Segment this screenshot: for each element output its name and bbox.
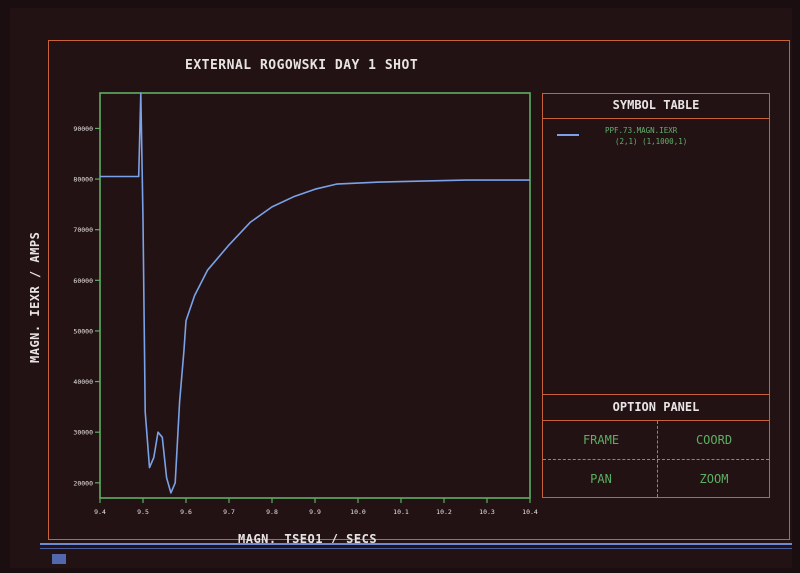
divider xyxy=(543,420,769,421)
x-tick-label: 10.3 xyxy=(479,508,495,516)
y-tick-label: 80000 xyxy=(73,176,93,184)
x-tick-label: 10.1 xyxy=(393,508,409,516)
x-tick-label: 9.7 xyxy=(223,508,235,516)
legend-swatch xyxy=(557,134,579,136)
frame-button[interactable]: FRAME xyxy=(582,433,620,447)
x-tick-label: 9.6 xyxy=(180,508,192,516)
divider xyxy=(543,118,769,119)
coord-button[interactable]: COORD xyxy=(695,433,733,447)
bezel-line xyxy=(40,543,792,545)
y-tick-label: 60000 xyxy=(73,277,93,285)
y-tick-label: 20000 xyxy=(73,479,93,487)
signal-trace xyxy=(100,92,530,494)
x-axis-label: MAGN. TSEQ1 / SECS xyxy=(238,532,378,546)
x-tick-label: 9.8 xyxy=(266,508,278,516)
side-panel: SYMBOL TABLE PPF.73.MAGN.IEXR (2,1) (1,1… xyxy=(542,93,770,498)
plot-title: EXTERNAL ROGOWSKI DAY 1 SHOT xyxy=(185,58,419,73)
x-tick-label: 9.4 xyxy=(94,508,106,516)
y-tick-label: 90000 xyxy=(73,125,93,133)
y-tick-label: 40000 xyxy=(73,378,93,386)
x-tick-label: 10.2 xyxy=(436,508,452,516)
legend-entry-indices: (2,1) (1,1000,1) xyxy=(615,137,688,146)
option-grid-divider xyxy=(543,459,769,460)
y-tick-label: 50000 xyxy=(73,327,93,335)
x-tick-label: 10.4 xyxy=(522,508,538,516)
crt-screen: EXTERNAL ROGOWSKI DAY 1 SHOT 20000 30000 4… xyxy=(10,8,792,568)
legend-entry-name: PPF.73.MAGN.IEXR xyxy=(605,126,678,135)
symbol-table-heading: SYMBOL TABLE xyxy=(612,98,700,112)
option-panel-heading: OPTION PANEL xyxy=(612,400,700,414)
x-tick-label: 9.5 xyxy=(137,508,149,516)
x-tick-label: 10.0 xyxy=(350,508,366,516)
y-tick-label: 70000 xyxy=(73,226,93,234)
corner-logo xyxy=(52,554,66,564)
pan-button[interactable]: PAN xyxy=(590,472,612,486)
y-axis-label: MAGN. IEXR / AMPS xyxy=(28,231,42,363)
outer-frame xyxy=(48,40,790,540)
divider xyxy=(543,394,769,395)
zoom-button[interactable]: ZOOM xyxy=(699,472,729,486)
plot-area: 20000 30000 40000 50000 60000 70000 80000 90000… xyxy=(73,92,538,516)
bezel-line xyxy=(40,548,792,549)
y-tick-label: 30000 xyxy=(73,429,93,437)
x-tick-label: 9.9 xyxy=(309,508,321,516)
plot-frame xyxy=(99,92,531,499)
